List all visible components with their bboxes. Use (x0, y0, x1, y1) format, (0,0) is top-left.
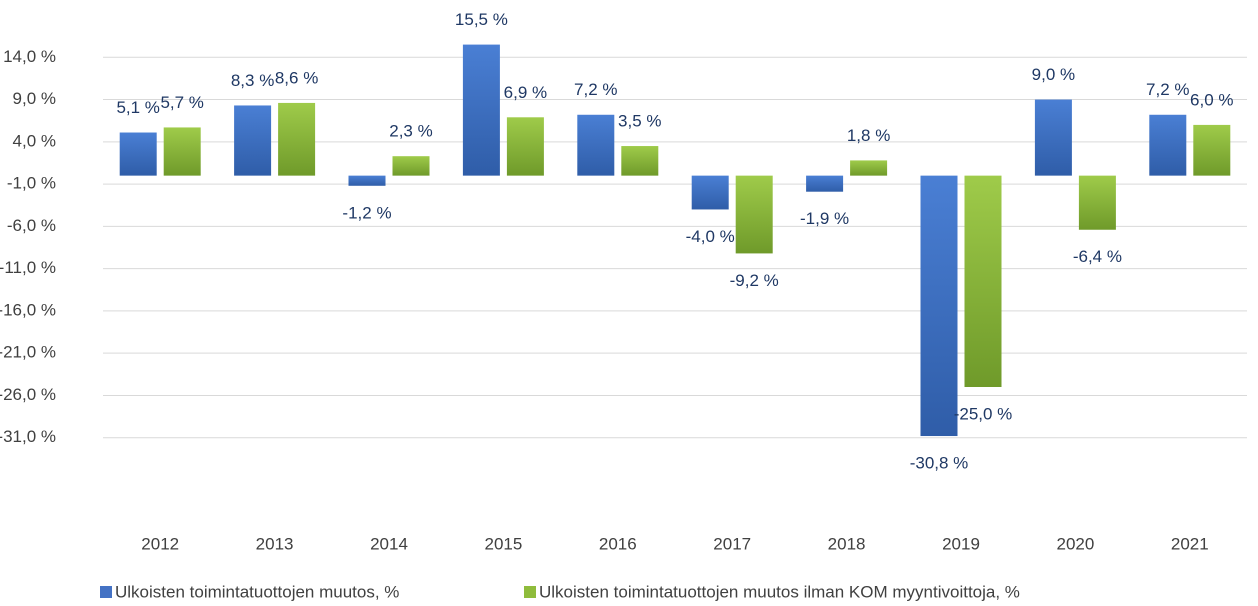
bar (1193, 124, 1231, 176)
value-label: 9,0 % (1032, 65, 1075, 84)
x-tick-label: 2017 (713, 534, 751, 553)
bar (735, 175, 773, 254)
legend-label: Ulkoisten toimintatuottojen muutos, % (115, 582, 399, 601)
value-label: 15,5 % (455, 10, 508, 29)
legend-label: Ulkoisten toimintatuottojen muutos ilman… (539, 582, 1020, 601)
x-tick-label: 2019 (942, 534, 980, 553)
value-label: 7,2 % (574, 80, 617, 99)
legend-swatch (524, 586, 536, 598)
bar (392, 156, 430, 176)
value-label: 8,3 % (231, 71, 274, 90)
x-tick-label: 2020 (1056, 534, 1094, 553)
value-label: -25,0 % (954, 404, 1013, 423)
value-label: -1,2 % (342, 203, 391, 222)
x-tick-label: 2012 (141, 534, 179, 553)
y-tick-label: -11,0 % (0, 258, 56, 277)
bar (234, 105, 272, 176)
value-label: -4,0 % (686, 227, 735, 246)
bar (1034, 99, 1072, 176)
value-label: -1,9 % (800, 209, 849, 228)
bar (806, 175, 844, 192)
x-tick-label: 2021 (1171, 534, 1209, 553)
x-tick-label: 2014 (370, 534, 408, 553)
y-tick-label: -21,0 % (0, 343, 56, 362)
x-tick-label: 2015 (484, 534, 522, 553)
value-label: 6,9 % (504, 83, 547, 102)
y-tick-label: -26,0 % (0, 385, 56, 404)
y-tick-label: -1,0 % (7, 174, 56, 193)
value-label: 1,8 % (847, 126, 890, 145)
x-tick-label: 2013 (256, 534, 294, 553)
bar (621, 146, 659, 176)
value-label: 5,7 % (160, 93, 203, 112)
y-tick-label: -16,0 % (0, 300, 56, 319)
bar (850, 160, 888, 176)
x-tick-label: 2018 (828, 534, 866, 553)
value-label: 2,3 % (389, 122, 432, 141)
x-tick-label: 2016 (599, 534, 637, 553)
value-label: 6,0 % (1190, 90, 1233, 109)
y-tick-label: 4,0 % (13, 131, 56, 150)
bar (462, 44, 500, 176)
y-tick-label: -31,0 % (0, 427, 56, 446)
value-label: -30,8 % (910, 454, 969, 473)
y-tick-label: 9,0 % (13, 89, 56, 108)
value-label: -9,2 % (730, 271, 779, 290)
y-tick-label: 14,0 % (3, 47, 56, 66)
value-label: 5,1 % (116, 98, 159, 117)
bar (278, 102, 316, 176)
bar (119, 132, 157, 176)
y-tick-label: -6,0 % (7, 216, 56, 235)
bar (1078, 175, 1116, 230)
value-label: 3,5 % (618, 112, 661, 131)
bar (691, 175, 729, 210)
bar (506, 117, 544, 176)
bar (577, 114, 615, 176)
bar (964, 175, 1002, 387)
legend-swatch (100, 586, 112, 598)
value-label: 7,2 % (1146, 80, 1189, 99)
bar (920, 175, 958, 437)
value-label: 8,6 % (275, 68, 318, 87)
bar (1149, 114, 1187, 176)
bar (348, 175, 386, 186)
value-label: -6,4 % (1073, 247, 1122, 266)
bar (163, 127, 201, 176)
